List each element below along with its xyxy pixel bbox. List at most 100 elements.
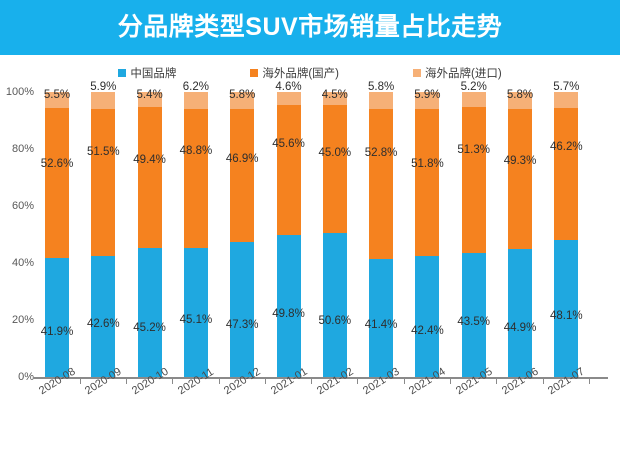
- bar-label-overseas-import: 5.9%: [414, 88, 441, 101]
- bar-segment-china-brand[interactable]: 43.5%: [457, 253, 490, 377]
- x-axis-tick: [311, 378, 313, 384]
- bar-segment-china-brand[interactable]: 49.8%: [272, 235, 305, 377]
- bar-segment-overseas-import[interactable]: 5.4%: [136, 89, 163, 108]
- bar-label-overseas-domestic: 45.0%: [318, 147, 352, 160]
- bar-segment-overseas-import[interactable]: 4.6%: [275, 82, 302, 106]
- bar-segment-overseas-domestic[interactable]: 48.8%: [180, 109, 212, 249]
- x-axis-tick: [357, 378, 359, 384]
- bar-segment-overseas-import[interactable]: 5.8%: [368, 82, 394, 109]
- bar-label-overseas-import: 5.2%: [460, 81, 487, 94]
- bar-label-overseas-domestic: 46.9%: [225, 152, 259, 165]
- legend-item-overseas-domestic[interactable]: 海外品牌(国产): [250, 65, 339, 81]
- bar-segment-china-brand[interactable]: 44.9%: [504, 249, 536, 377]
- bar-segment-overseas-domestic[interactable]: 51.3%: [457, 106, 490, 254]
- bar-segment-china-brand[interactable]: 45.2%: [133, 248, 166, 377]
- bar-group[interactable]: 4.5% 45.0% 50.6%: [318, 88, 351, 377]
- legend-swatch-icon: [413, 69, 421, 77]
- bar-segment-china-brand[interactable]: 45.1%: [180, 248, 212, 377]
- bar-label-overseas-import: 4.5%: [321, 88, 348, 101]
- bar-label-overseas-domestic: 51.5%: [86, 145, 120, 158]
- bar-segment-overseas-domestic[interactable]: 52.6%: [41, 107, 73, 258]
- bar-segment-china-brand[interactable]: 48.1%: [550, 239, 583, 377]
- bar-label-china-brand: 48.1%: [549, 310, 583, 323]
- bar-segment-overseas-domestic[interactable]: 46.9%: [226, 108, 258, 243]
- bar-label-china-brand: 44.9%: [503, 322, 537, 335]
- bar-segment-overseas-import[interactable]: 5.2%: [461, 82, 487, 107]
- legend-item-label: 中国品牌: [130, 68, 177, 80]
- bar-group[interactable]: 6.2% 48.8% 45.1%: [180, 81, 212, 377]
- bar-segment-china-brand[interactable]: 42.4%: [411, 256, 444, 377]
- bar-label-overseas-import: 6.2%: [182, 80, 209, 93]
- bar-segment-overseas-import[interactable]: 5.8%: [506, 89, 534, 109]
- bar-group[interactable]: 5.8% 52.8% 41.4%: [365, 82, 397, 377]
- bar-group[interactable]: 5.2% 51.3% 43.5%: [457, 82, 490, 377]
- bar-segment-overseas-domestic[interactable]: 45.6%: [272, 105, 305, 236]
- x-axis-tick: [172, 378, 174, 384]
- bar-label-overseas-domestic: 52.8%: [364, 146, 398, 159]
- bar-segment-china-brand[interactable]: 47.3%: [226, 242, 258, 377]
- bar-group[interactable]: 5.4% 49.4% 45.2%: [133, 89, 166, 377]
- y-axis-tick-label: 80%: [11, 143, 34, 155]
- bar-group[interactable]: 5.9% 51.5% 42.6%: [87, 82, 120, 377]
- bar-group[interactable]: 5.7% 46.2% 48.1%: [550, 82, 583, 377]
- bar-label-overseas-domestic: 48.8%: [179, 144, 213, 157]
- bar-label-china-brand: 41.9%: [40, 325, 74, 338]
- x-axis-tick: [403, 378, 405, 384]
- bar-segment-overseas-domestic[interactable]: 49.4%: [133, 107, 166, 249]
- legend-item-china-brand[interactable]: 中国品牌: [118, 65, 176, 81]
- bar-segment-overseas-import[interactable]: 5.9%: [90, 82, 116, 109]
- bar-label-overseas-import: 5.7%: [553, 81, 580, 94]
- bar-group[interactable]: 5.8% 46.9% 47.3%: [226, 90, 258, 377]
- bar-group[interactable]: 4.6% 45.6% 49.8%: [272, 82, 305, 377]
- y-axis: 0% 20% 40% 60% 80% 100%: [0, 86, 38, 383]
- x-axis-tick: [542, 378, 544, 384]
- x-axis-tick: [450, 378, 452, 384]
- bar-label-overseas-domestic: 51.8%: [411, 157, 444, 170]
- legend-item-label: 海外品牌(进口): [425, 68, 502, 80]
- bar-segment-overseas-import[interactable]: 6.2%: [183, 81, 209, 110]
- bar-group[interactable]: 5.5% 52.6% 41.9%: [41, 90, 73, 377]
- bar-label-overseas-domestic: 49.4%: [133, 154, 166, 167]
- bar-label-china-brand: 45.1%: [179, 314, 213, 327]
- bar-label-china-brand: 42.6%: [86, 317, 120, 330]
- bars-layer: 5.5% 52.6% 41.9% 5.9% 51.5% 42.6% 5.4% 49.4% 45.…: [0, 81, 620, 378]
- bar-segment-overseas-domestic[interactable]: 51.8%: [411, 108, 444, 257]
- bar-segment-overseas-domestic[interactable]: 46.2%: [550, 108, 583, 240]
- bar-segment-overseas-import[interactable]: 5.7%: [553, 82, 579, 109]
- y-axis-tick-label: 100%: [5, 86, 34, 98]
- bar-segment-overseas-domestic[interactable]: 51.5%: [87, 108, 120, 256]
- bar-segment-china-brand[interactable]: 50.6%: [318, 232, 351, 377]
- bar-label-overseas-domestic: 46.2%: [549, 141, 583, 154]
- bar-segment-overseas-domestic[interactable]: 45.0%: [318, 104, 351, 233]
- bar-label-overseas-import: 5.8%: [367, 81, 395, 94]
- legend-swatch-icon: [118, 69, 127, 77]
- bar-label-overseas-domestic: 52.6%: [40, 157, 74, 170]
- y-axis-tick-label: 20%: [11, 314, 34, 326]
- x-axis-tick: [218, 378, 220, 384]
- bar-group[interactable]: 5.9% 51.8% 42.4%: [411, 88, 444, 377]
- bar-group[interactable]: 5.8% 49.3% 44.9%: [504, 89, 536, 377]
- bar-label-overseas-import: 5.4%: [136, 89, 163, 102]
- bar-label-overseas-domestic: 45.6%: [272, 137, 305, 150]
- chart-plot-area: 0% 20% 40% 60% 80% 100% 5.5% 52.6% 41.9% 5.9% 51.…: [0, 81, 620, 392]
- bar-segment-china-brand[interactable]: 41.4%: [365, 259, 397, 377]
- x-axis-tick: [79, 378, 81, 384]
- x-axis-tick: [496, 378, 498, 384]
- legend-swatch-icon: [250, 69, 259, 77]
- x-axis-line: [33, 377, 608, 379]
- title-bar: 分品牌类型SUV市场销量占比走势: [0, 0, 620, 55]
- bar-segment-china-brand[interactable]: 41.9%: [41, 257, 73, 377]
- bar-label-overseas-domestic: 51.3%: [457, 143, 490, 156]
- bar-segment-overseas-domestic[interactable]: 49.3%: [504, 108, 536, 250]
- y-axis-tick-label: 60%: [11, 200, 34, 212]
- bar-segment-china-brand[interactable]: 42.6%: [87, 255, 120, 377]
- bar-segment-overseas-import[interactable]: 5.9%: [414, 88, 441, 109]
- legend-item-label: 海外品牌(国产): [262, 68, 339, 80]
- bar-segment-overseas-import[interactable]: 5.5%: [44, 90, 70, 108]
- bar-segment-overseas-import[interactable]: 4.5%: [321, 88, 348, 105]
- bar-label-china-brand: 47.3%: [225, 319, 259, 332]
- bar-segment-overseas-domestic[interactable]: 52.8%: [365, 108, 397, 260]
- bar-label-overseas-import: 5.8%: [506, 89, 534, 102]
- bar-segment-overseas-import[interactable]: 5.8%: [229, 90, 255, 109]
- legend-item-overseas-import[interactable]: 海外品牌(进口): [413, 65, 502, 81]
